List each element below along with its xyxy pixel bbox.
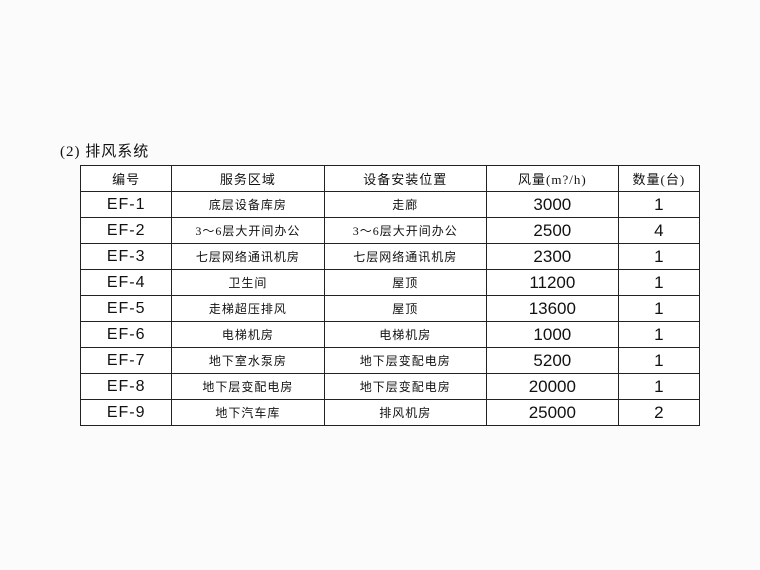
cell-area: 地下室水泵房 bbox=[172, 348, 324, 374]
cell-area: 地下汽车库 bbox=[172, 400, 324, 426]
cell-loc: 3～6层大开间办公 bbox=[324, 218, 486, 244]
cell-flow: 20000 bbox=[486, 374, 618, 400]
cell-loc: 地下层变配电房 bbox=[324, 348, 486, 374]
cell-area: 底层设备库房 bbox=[172, 192, 324, 218]
cell-qty: 1 bbox=[618, 270, 699, 296]
cell-flow: 3000 bbox=[486, 192, 618, 218]
table-row: EF-5 走梯超压排风 屋顶 13600 1 bbox=[81, 296, 700, 322]
cell-qty: 1 bbox=[618, 322, 699, 348]
cell-qty: 1 bbox=[618, 192, 699, 218]
table-row: EF-6 电梯机房 电梯机房 1000 1 bbox=[81, 322, 700, 348]
cell-qty: 1 bbox=[618, 244, 699, 270]
col-flow: 风量(m?/h) bbox=[486, 166, 618, 192]
cell-loc: 七层网络通讯机房 bbox=[324, 244, 486, 270]
cell-id: EF-7 bbox=[81, 348, 172, 374]
cell-id: EF-3 bbox=[81, 244, 172, 270]
cell-loc: 屋顶 bbox=[324, 296, 486, 322]
cell-area: 七层网络通讯机房 bbox=[172, 244, 324, 270]
col-loc: 设备安装位置 bbox=[324, 166, 486, 192]
cell-flow: 1000 bbox=[486, 322, 618, 348]
table-row: EF-1 底层设备库房 走廊 3000 1 bbox=[81, 192, 700, 218]
cell-id: EF-5 bbox=[81, 296, 172, 322]
cell-id: EF-1 bbox=[81, 192, 172, 218]
cell-qty: 4 bbox=[618, 218, 699, 244]
exhaust-system-table: 编号 服务区域 设备安装位置 风量(m?/h) 数量(台) EF-1 底层设备库… bbox=[80, 165, 700, 426]
section-heading: (2) 排风系统 bbox=[40, 140, 720, 161]
table-row: EF-4 卫生间 屋顶 11200 1 bbox=[81, 270, 700, 296]
cell-id: EF-2 bbox=[81, 218, 172, 244]
cell-flow: 11200 bbox=[486, 270, 618, 296]
cell-id: EF-8 bbox=[81, 374, 172, 400]
cell-id: EF-6 bbox=[81, 322, 172, 348]
cell-flow: 25000 bbox=[486, 400, 618, 426]
page: (2) 排风系统 编号 服务区域 设备安装位置 风量(m?/h) 数量(台) E… bbox=[0, 0, 760, 426]
cell-area: 地下层变配电房 bbox=[172, 374, 324, 400]
cell-area: 电梯机房 bbox=[172, 322, 324, 348]
cell-loc: 走廊 bbox=[324, 192, 486, 218]
col-qty: 数量(台) bbox=[618, 166, 699, 192]
cell-loc: 排风机房 bbox=[324, 400, 486, 426]
cell-loc: 地下层变配电房 bbox=[324, 374, 486, 400]
col-area: 服务区域 bbox=[172, 166, 324, 192]
table-row: EF-9 地下汽车库 排风机房 25000 2 bbox=[81, 400, 700, 426]
table-header: 编号 服务区域 设备安装位置 风量(m?/h) 数量(台) bbox=[81, 166, 700, 192]
cell-qty: 1 bbox=[618, 296, 699, 322]
table-row: EF-3 七层网络通讯机房 七层网络通讯机房 2300 1 bbox=[81, 244, 700, 270]
cell-area: 卫生间 bbox=[172, 270, 324, 296]
cell-id: EF-4 bbox=[81, 270, 172, 296]
table-row: EF-7 地下室水泵房 地下层变配电房 5200 1 bbox=[81, 348, 700, 374]
cell-flow: 2300 bbox=[486, 244, 618, 270]
cell-qty: 2 bbox=[618, 400, 699, 426]
cell-qty: 1 bbox=[618, 348, 699, 374]
cell-area: 走梯超压排风 bbox=[172, 296, 324, 322]
cell-flow: 13600 bbox=[486, 296, 618, 322]
cell-flow: 5200 bbox=[486, 348, 618, 374]
cell-loc: 屋顶 bbox=[324, 270, 486, 296]
cell-loc: 电梯机房 bbox=[324, 322, 486, 348]
table-row: EF-8 地下层变配电房 地下层变配电房 20000 1 bbox=[81, 374, 700, 400]
cell-qty: 1 bbox=[618, 374, 699, 400]
cell-id: EF-9 bbox=[81, 400, 172, 426]
cell-area: 3～6层大开间办公 bbox=[172, 218, 324, 244]
col-id: 编号 bbox=[81, 166, 172, 192]
table-body: EF-1 底层设备库房 走廊 3000 1 EF-2 3～6层大开间办公 3～6… bbox=[81, 192, 700, 426]
table-row: EF-2 3～6层大开间办公 3～6层大开间办公 2500 4 bbox=[81, 218, 700, 244]
cell-flow: 2500 bbox=[486, 218, 618, 244]
